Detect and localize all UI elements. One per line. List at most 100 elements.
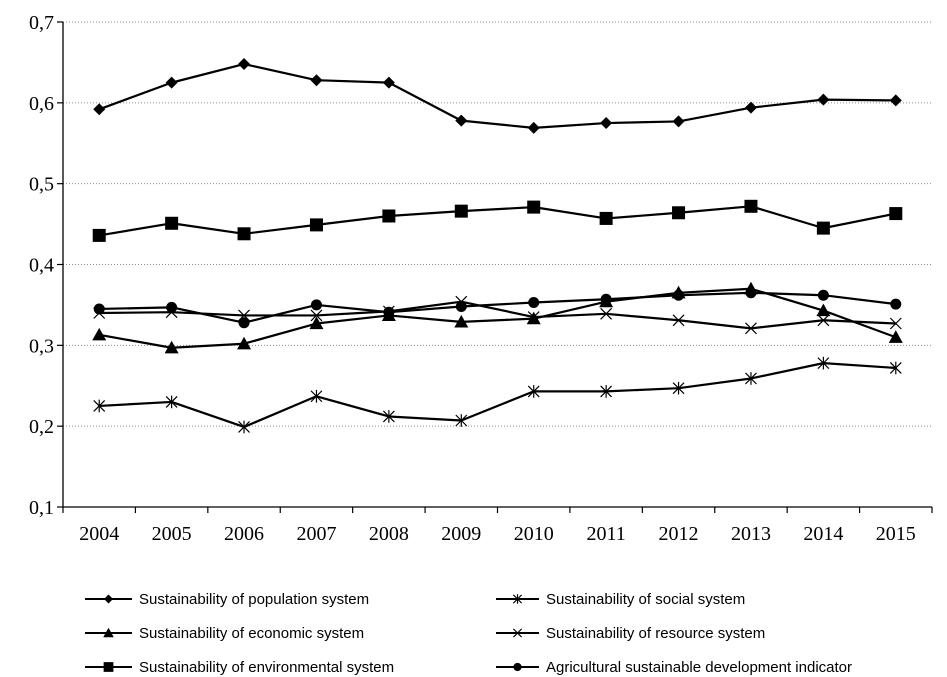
data-point <box>672 381 685 395</box>
series-group <box>92 58 903 434</box>
legend-item: Sustainability of economic system <box>85 625 364 642</box>
legend-label: Sustainability of population system <box>139 591 369 608</box>
data-point <box>310 309 323 322</box>
data-point <box>817 314 830 327</box>
data-point <box>528 296 540 308</box>
data-point <box>382 410 395 423</box>
data-point <box>165 395 178 409</box>
data-point <box>600 307 613 320</box>
data-point <box>744 101 757 114</box>
x-tick-label: 2012 <box>659 523 699 545</box>
data-point <box>382 76 395 89</box>
legend-item: Sustainability of resource system <box>496 625 765 642</box>
series-diamond <box>93 58 902 134</box>
y-tick-label: 0,6 <box>29 93 54 115</box>
data-point <box>238 58 251 71</box>
data-point <box>600 117 613 130</box>
legend-label: Sustainability of environmental system <box>139 659 394 676</box>
data-point <box>599 211 613 225</box>
data-point <box>383 306 395 318</box>
series-triangle <box>92 281 903 354</box>
data-point <box>890 298 902 310</box>
series-x <box>93 295 902 335</box>
series-line <box>99 291 896 324</box>
data-point <box>92 327 107 341</box>
data-point <box>455 114 468 127</box>
legend-marker <box>104 594 113 604</box>
data-point <box>600 385 613 398</box>
data-point <box>310 389 323 403</box>
x-tick-label: 2014 <box>803 523 843 545</box>
y-tick-label: 0,2 <box>29 416 54 438</box>
data-point <box>237 336 252 350</box>
axes <box>57 21 933 513</box>
data-point <box>816 221 830 235</box>
data-point <box>455 301 467 313</box>
legend-marker <box>512 628 523 638</box>
legend-marker <box>103 662 114 672</box>
legend-label: Sustainability of social system <box>546 591 745 608</box>
data-point <box>817 289 829 301</box>
x-tick-label: 2004 <box>79 523 119 545</box>
series-asterisk <box>93 356 902 434</box>
legend-item: Sustainability of environmental system <box>85 659 394 676</box>
data-point <box>817 93 830 106</box>
y-tick-label: 0,3 <box>29 335 54 357</box>
legend-marker <box>512 594 523 604</box>
data-point <box>600 293 612 305</box>
data-point <box>745 372 757 385</box>
x-tick-label: 2009 <box>441 523 481 545</box>
data-point <box>527 311 540 323</box>
data-point <box>527 200 541 214</box>
series-line <box>99 362 896 429</box>
data-point <box>889 207 903 221</box>
series-line <box>99 300 896 330</box>
legend: Sustainability of population system Susta… <box>85 591 852 676</box>
data-point <box>92 228 106 242</box>
data-point <box>816 303 831 317</box>
data-point <box>310 299 322 311</box>
data-point <box>454 204 468 218</box>
legend-item: Sustainability of population system <box>85 591 369 608</box>
data-point <box>454 314 469 328</box>
data-point <box>673 289 685 301</box>
y-tick-label: 0,7 <box>29 12 54 34</box>
data-point <box>527 385 540 398</box>
legend-marker <box>103 627 114 638</box>
legend-item: Sustainability of social system <box>496 591 745 608</box>
legend-label: Sustainability of resource system <box>546 625 765 642</box>
x-tick-label: 2007 <box>296 523 336 545</box>
data-point <box>672 206 686 220</box>
legend-label: Sustainability of economic system <box>139 625 364 642</box>
series-square <box>92 199 903 242</box>
y-tick-label: 0,1 <box>29 497 54 519</box>
x-tick-label: 2005 <box>152 523 192 545</box>
legend-label: Agricultural sustainable development ind… <box>546 659 852 676</box>
legend-marker <box>513 662 522 672</box>
legend-item: Agricultural sustainable development ind… <box>496 659 852 676</box>
data-point <box>744 199 758 213</box>
x-tick-label: 2015 <box>876 523 916 545</box>
x-tick-label: 2006 <box>224 523 264 545</box>
data-point <box>672 115 685 128</box>
data-point <box>93 103 106 116</box>
data-point <box>165 216 179 230</box>
data-point <box>672 314 685 327</box>
data-point <box>889 361 902 375</box>
series-circle <box>93 287 902 329</box>
series-line <box>99 205 897 237</box>
data-point <box>166 301 178 313</box>
data-point <box>527 121 540 134</box>
data-point <box>745 287 757 299</box>
data-point <box>165 76 178 89</box>
x-axis-tick-labels: 2004 2005 2006 2007 2008 2009 2010 2011 2012 2013… <box>79 523 916 545</box>
series-line <box>98 62 896 129</box>
data-point <box>93 303 105 315</box>
data-point <box>93 399 106 413</box>
data-point <box>745 322 757 335</box>
data-point <box>309 218 323 232</box>
y-tick-label: 0,4 <box>29 255 54 277</box>
x-tick-label: 2013 <box>731 523 771 545</box>
data-point <box>310 74 323 87</box>
